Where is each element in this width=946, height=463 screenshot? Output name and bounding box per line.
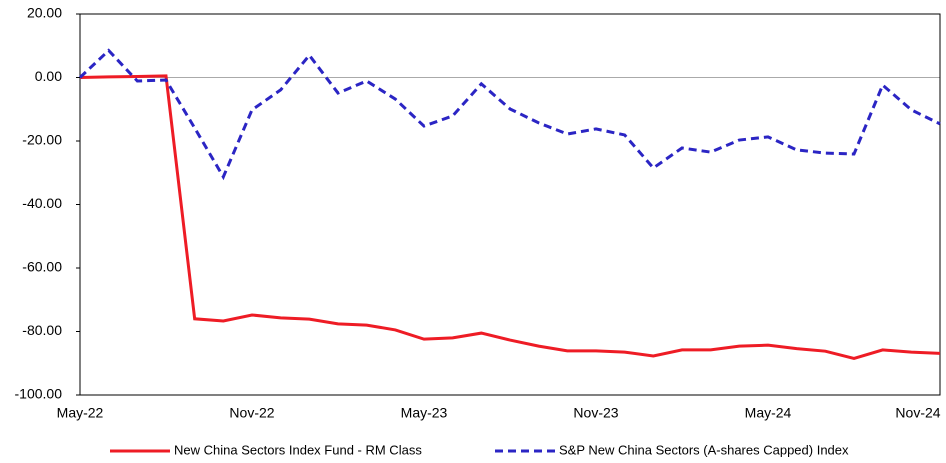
y-tick-label: -20.00 — [22, 132, 62, 148]
x-tick-label: Nov-22 — [229, 405, 274, 421]
x-tick-label: May-24 — [745, 405, 792, 421]
plot-border — [79, 13, 941, 396]
y-tick-label: -60.00 — [22, 259, 62, 275]
x-tick-label: Nov-23 — [573, 405, 618, 421]
x-tick-label: Nov-24 — [895, 405, 940, 421]
series-line — [78, 48, 941, 181]
legend-label: New China Sectors Index Fund - RM Class — [174, 442, 422, 457]
x-tick-label: May-23 — [401, 405, 448, 421]
y-tick-label: -40.00 — [22, 195, 62, 211]
x-tick-label: May-22 — [57, 405, 104, 421]
series-line — [79, 74, 941, 361]
legend-label: S&P New China Sectors (A-shares Capped) … — [559, 442, 849, 457]
y-tick-label: 0.00 — [35, 68, 62, 84]
y-tick-label: -80.00 — [22, 322, 62, 338]
y-tick-label: -100.00 — [15, 386, 63, 402]
y-tick-label: 20.00 — [27, 5, 62, 21]
